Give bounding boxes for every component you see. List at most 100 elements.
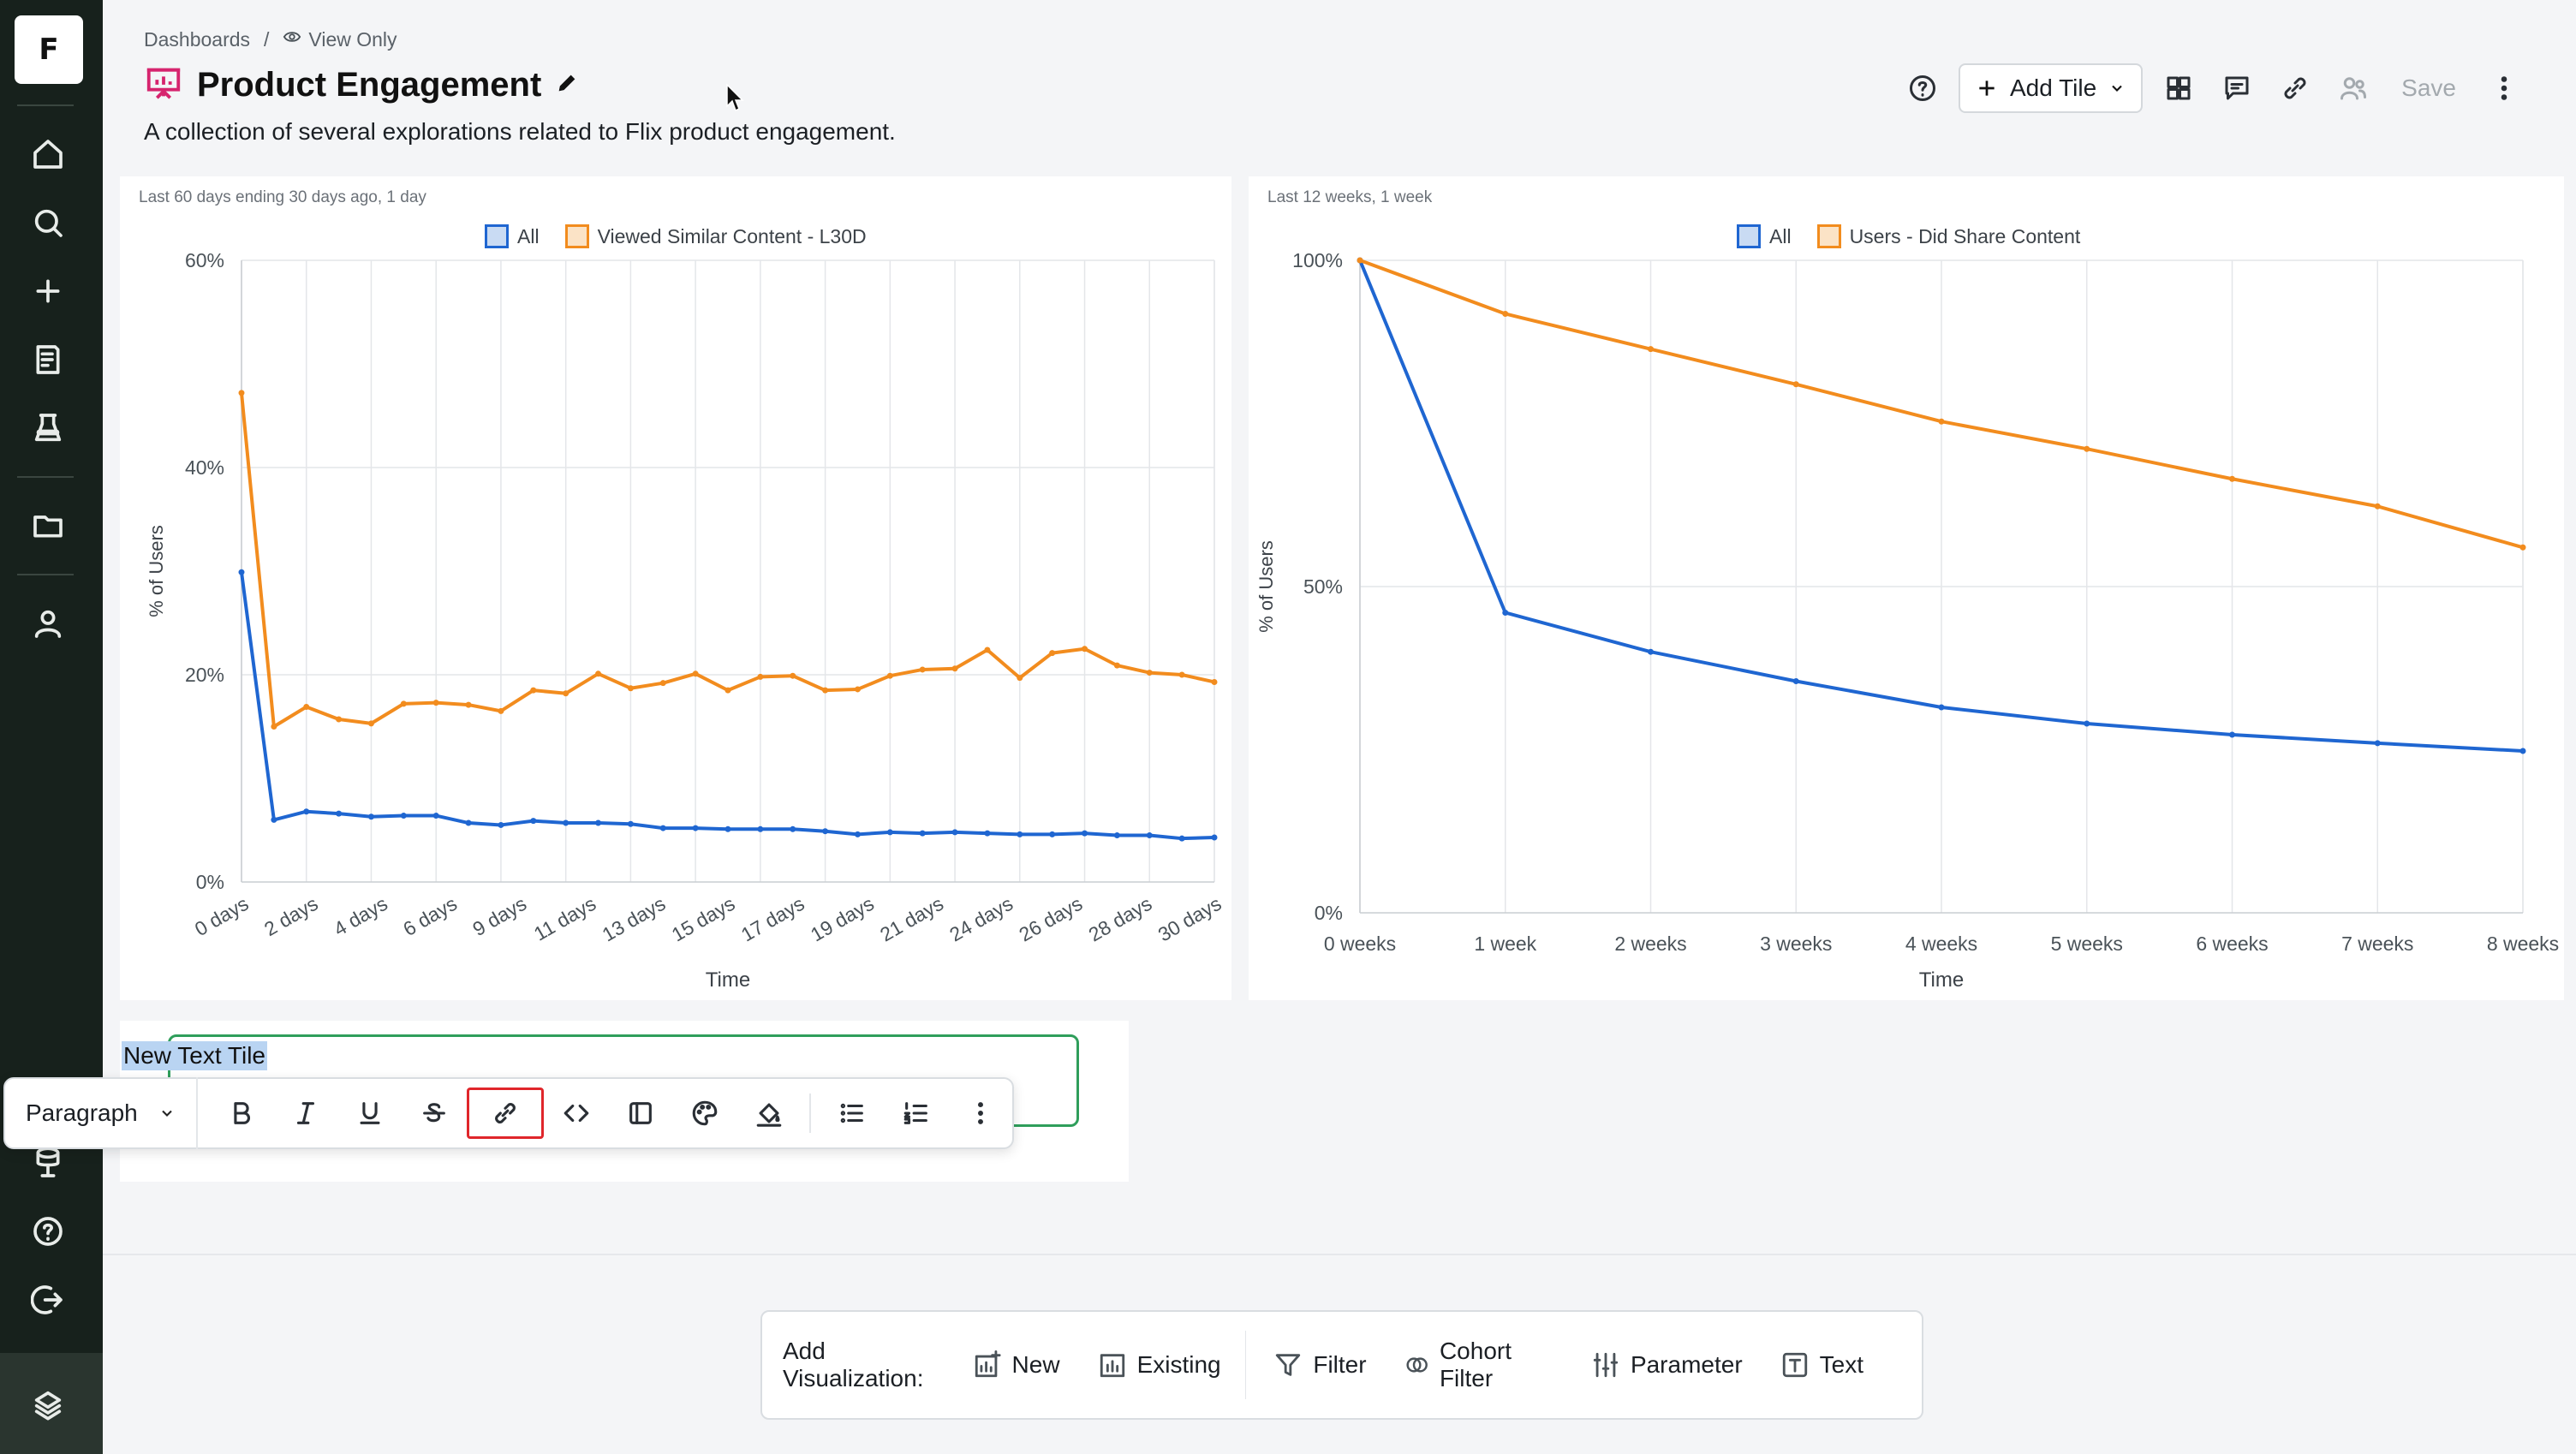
legend-item-all[interactable]: All [1737,224,1792,248]
x-tick-label: 17 days [737,892,808,946]
legend-item-did-share[interactable]: Users - Did Share Content [1816,224,2080,248]
x-tick-label: 2 days [260,892,322,940]
legend-swatch [564,224,589,248]
data-point [1049,650,1056,657]
data-point [790,825,796,832]
sidebar: F [0,0,103,1454]
block-icon[interactable] [608,1088,672,1139]
logout-icon[interactable] [26,1278,70,1322]
user-icon[interactable] [26,601,70,646]
block-type-select[interactable]: Paragraph [5,1077,198,1149]
italic-icon[interactable] [274,1088,338,1139]
search-icon[interactable] [26,200,70,245]
new-visualization-button[interactable]: New [973,1350,1060,1380]
data-point [530,818,537,825]
numbered-list-icon[interactable] [884,1088,948,1139]
data-point [1082,830,1088,837]
cohort-icon [1406,1357,1428,1373]
bullet-list-icon[interactable] [820,1088,884,1139]
mouse-cursor-icon [726,83,745,117]
page-title: Product Engagement [197,66,542,104]
bold-icon[interactable] [210,1088,274,1139]
data-point [2519,748,2526,754]
filter-button[interactable]: Filter [1273,1350,1367,1380]
data-point [400,813,407,819]
chart-tile-share-content[interactable]: Last 12 weeks, 1 week All Users - Did Sh… [1249,176,2564,1000]
data-point [757,825,764,832]
data-point [951,829,958,836]
link-icon[interactable] [466,1088,545,1139]
data-point [432,813,439,819]
eye-icon [283,27,301,51]
more-vertical-icon[interactable] [2475,63,2533,113]
tile-time-range: Last 12 weeks, 1 week [1267,188,1433,206]
y-axis-label: % of Users [146,525,167,617]
legend-swatch [1737,224,1761,248]
brand-icon[interactable] [26,1382,70,1427]
x-axis-label: Time [1919,968,1964,992]
filter-label: Filter [1313,1351,1367,1378]
x-tick-label: 24 days [945,892,1017,946]
data-point [886,829,893,836]
data-point [2519,544,2526,551]
fill-icon[interactable] [736,1088,801,1139]
text-tile-content[interactable]: New Text Tile [122,1041,267,1070]
cohort-filter-button[interactable]: Cohort Filter [1404,1338,1553,1392]
share-users-icon[interactable] [2324,63,2382,113]
data-point [1792,381,1799,388]
x-tick-label: 5 weeks [2051,933,2123,955]
new-label: New [1011,1351,1060,1378]
chart-tile-similar-content[interactable]: Last 60 days ending 30 days ago, 1 day A… [120,176,1231,1000]
data-point [1113,662,1120,669]
data-point [498,707,504,714]
underline-icon[interactable] [338,1088,402,1139]
text-button[interactable]: Text [1780,1350,1863,1380]
help-circle-icon[interactable] [1893,63,1952,113]
app-logo[interactable]: F [15,15,83,84]
x-tick-label: 30 days [1154,892,1225,946]
data-point [2374,503,2381,509]
strikethrough-icon[interactable] [402,1088,467,1139]
data-point [2229,731,2235,738]
x-tick-label: 15 days [668,892,739,946]
plus-icon[interactable] [26,269,70,313]
x-tick-label: 0 weeks [1324,933,1396,955]
notebook-icon[interactable] [26,337,70,382]
lab-icon[interactable] [26,406,70,450]
data-point [659,825,666,831]
add-tile-button[interactable]: Add Tile [1959,63,2144,113]
home-icon[interactable] [26,132,70,176]
link-icon[interactable] [2266,63,2324,113]
parameter-button[interactable]: Parameter [1591,1350,1743,1380]
x-tick-label: 6 weeks [2196,933,2268,955]
palette-icon[interactable] [672,1088,736,1139]
chevron-down-icon [162,1110,172,1117]
data-point [1648,346,1654,353]
data-point [1082,646,1088,653]
x-tick-label: 4 days [330,892,391,940]
parameter-label: Parameter [1630,1351,1743,1378]
code-icon[interactable] [544,1088,608,1139]
y-tick-label: 0% [196,871,224,893]
help-icon[interactable] [26,1209,70,1254]
data-point [1938,704,1945,711]
edit-title-icon[interactable] [555,71,579,99]
y-axis-label: % of Users [1255,540,1277,633]
data-point [627,685,634,692]
data-point [563,690,569,697]
existing-visualization-button[interactable]: Existing [1098,1350,1221,1380]
data-point [1113,832,1120,839]
more-icon[interactable] [948,1088,1012,1139]
save-button[interactable]: Save [2401,74,2456,101]
comment-icon[interactable] [2208,63,2266,113]
legend-item-viewed-similar[interactable]: Viewed Similar Content - L30D [564,224,867,248]
grid-layout-icon[interactable] [2150,63,2208,113]
folder-icon[interactable] [26,504,70,548]
breadcrumb: Dashboards / View Only [144,27,397,51]
legend-item-all[interactable]: All [485,224,540,248]
data-point [1146,670,1153,676]
legend-label: All [1769,224,1792,247]
breadcrumb-dashboards[interactable]: Dashboards [144,27,251,51]
x-tick-label: 2 weeks [1614,933,1686,955]
x-tick-label: 8 weeks [2487,933,2559,955]
